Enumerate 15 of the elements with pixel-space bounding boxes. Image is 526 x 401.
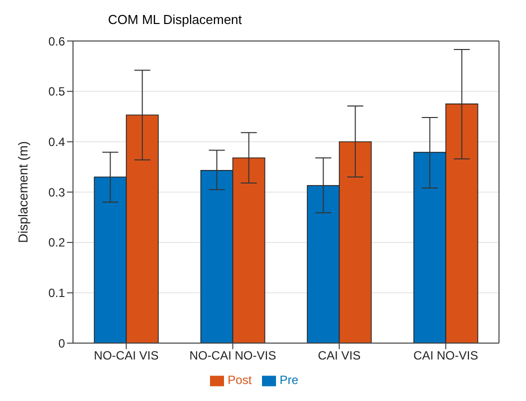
x-tick-label: CAI NO-VIS: [413, 348, 478, 363]
x-tick-label: CAI VIS: [318, 348, 361, 363]
y-tick-label: 0: [58, 336, 66, 350]
legend-label: Post: [228, 373, 252, 388]
chart-title: COM ML Displacement: [108, 12, 242, 27]
y-tick-label: 0.5: [48, 84, 66, 99]
y-tick-label: 0.3: [48, 185, 66, 200]
y-tick-label: 0.1: [48, 286, 66, 300]
y-tick-label: 0.6: [48, 34, 66, 48]
x-tick-label: NO-CAI VIS: [94, 348, 159, 363]
y-tick-label: 0.2: [48, 236, 66, 250]
legend-label: Pre: [280, 373, 298, 388]
x-tick-label: NO-CAI NO-VIS: [189, 348, 276, 363]
y-tick-label: 0.4: [48, 134, 66, 149]
y-axis-title: Displacement (m): [16, 141, 31, 244]
